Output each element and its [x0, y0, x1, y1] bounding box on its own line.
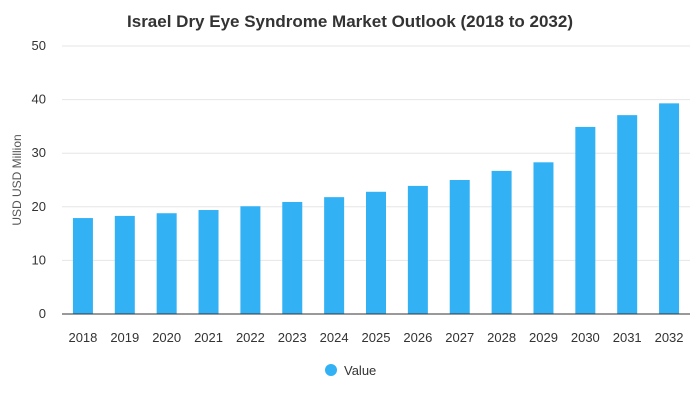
x-tick-label: 2021: [194, 330, 223, 345]
y-tick-label: 30: [32, 145, 46, 160]
x-axis-ticks: 2018 2019 2020 2021 2022 2023 2024 2025 2026 2027…: [68, 330, 683, 345]
y-axis-label: USD USD Million: [10, 134, 24, 225]
bar[interactable]: [533, 162, 554, 314]
chart-title: Israel Dry Eye Syndrome Market Outlook (…: [127, 12, 573, 31]
bar[interactable]: [449, 180, 470, 314]
bars: [72, 103, 680, 315]
bar[interactable]: [617, 115, 638, 314]
x-tick-label: 2027: [445, 330, 474, 345]
x-tick-label: 2029: [529, 330, 558, 345]
x-tick-label: 2030: [571, 330, 600, 345]
x-tick-label: 2020: [152, 330, 181, 345]
y-tick-label: 0: [39, 306, 46, 321]
x-tick-label: 2018: [68, 330, 97, 345]
y-axis-ticks: 0 10 20 30 40 50: [32, 38, 46, 321]
legend[interactable]: Value: [325, 363, 376, 378]
x-tick-label: 2032: [655, 330, 684, 345]
bar[interactable]: [366, 191, 386, 314]
bar[interactable]: [575, 126, 596, 314]
x-tick-label: 2023: [278, 330, 307, 345]
bar[interactable]: [282, 201, 303, 314]
x-tick-label: 2019: [110, 330, 139, 345]
x-tick-label: 2031: [613, 330, 642, 345]
bar[interactable]: [198, 210, 219, 314]
legend-swatch-value: [325, 364, 337, 376]
y-tick-label: 50: [32, 38, 46, 53]
x-tick-label: 2022: [236, 330, 265, 345]
x-tick-label: 2024: [320, 330, 349, 345]
bar[interactable]: [659, 103, 680, 315]
y-tick-label: 40: [32, 92, 46, 107]
y-tick-label: 10: [32, 252, 46, 267]
bar[interactable]: [72, 218, 93, 314]
x-tick-label: 2026: [403, 330, 432, 345]
x-tick-label: 2028: [487, 330, 516, 345]
legend-label-value: Value: [344, 363, 376, 378]
y-tick-label: 20: [32, 199, 46, 214]
bar[interactable]: [407, 185, 428, 314]
bar[interactable]: [491, 170, 512, 314]
bar[interactable]: [240, 206, 261, 314]
bar[interactable]: [114, 215, 135, 314]
bar[interactable]: [324, 197, 345, 314]
bar[interactable]: [156, 213, 177, 314]
x-tick-label: 2025: [362, 330, 391, 345]
